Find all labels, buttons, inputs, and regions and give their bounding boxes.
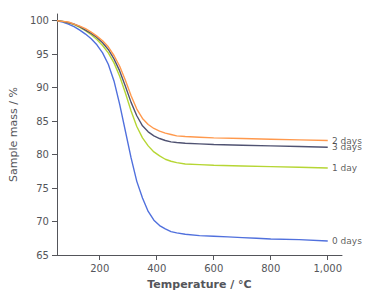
svg-text:1 day: 1 day — [332, 163, 358, 173]
svg-text:1,000: 1,000 — [313, 263, 342, 274]
svg-text:80: 80 — [36, 149, 49, 160]
svg-text:0 days: 0 days — [332, 236, 362, 246]
svg-text:800: 800 — [261, 263, 280, 274]
svg-text:400: 400 — [147, 263, 166, 274]
svg-text:100: 100 — [30, 15, 49, 26]
svg-text:90: 90 — [36, 82, 49, 93]
svg-text:70: 70 — [36, 216, 49, 227]
svg-text:Sample mass / %: Sample mass / % — [7, 87, 20, 182]
svg-text:65: 65 — [36, 250, 49, 261]
svg-text:3 days: 3 days — [332, 142, 362, 152]
svg-text:600: 600 — [204, 263, 223, 274]
svg-text:85: 85 — [36, 116, 49, 127]
svg-text:Temperature / °C: Temperature / °C — [147, 278, 251, 291]
svg-text:2 days: 2 days — [332, 135, 362, 146]
svg-text:75: 75 — [36, 183, 49, 194]
svg-text:95: 95 — [36, 49, 49, 60]
svg-text:200: 200 — [90, 263, 109, 274]
